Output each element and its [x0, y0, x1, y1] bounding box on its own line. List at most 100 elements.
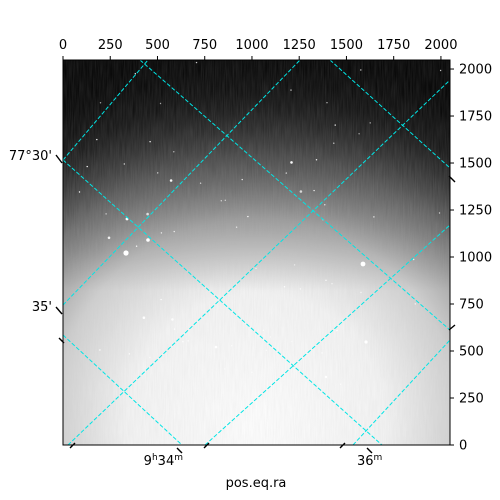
world-tick-mark — [55, 154, 63, 164]
star — [173, 328, 176, 330]
star — [173, 230, 175, 233]
star — [290, 89, 292, 91]
star — [299, 190, 303, 193]
star — [146, 212, 149, 216]
star — [291, 340, 293, 343]
star — [169, 179, 173, 182]
star — [326, 102, 328, 104]
y-tick-label: 1250 — [459, 204, 492, 219]
x-tick-label: 1250 — [283, 38, 316, 53]
star — [373, 216, 375, 218]
star — [360, 69, 362, 71]
star — [321, 352, 323, 354]
star — [149, 141, 151, 143]
bright-star — [214, 345, 218, 349]
world-tick-mark — [448, 324, 456, 331]
star — [290, 161, 293, 164]
bright-star — [360, 261, 366, 267]
bright-star — [146, 238, 150, 242]
star — [99, 102, 102, 104]
star — [86, 165, 88, 168]
star — [299, 288, 302, 290]
star — [128, 353, 131, 355]
x-axis-label: pos.eq.ra — [226, 476, 287, 491]
star — [438, 212, 441, 214]
star — [414, 303, 416, 305]
star — [340, 383, 342, 385]
coordinate-grid — [63, 60, 450, 445]
bright-star — [324, 375, 328, 379]
y-tick-label: 1750 — [459, 110, 492, 125]
ra-tick-label-hours: 9h34m — [144, 453, 183, 469]
star — [224, 368, 226, 370]
star — [360, 291, 362, 294]
star — [182, 341, 184, 343]
star — [159, 102, 162, 105]
ra-tick-label-36m: 36m — [357, 453, 382, 469]
y-tick-label: 500 — [459, 345, 484, 360]
star — [171, 318, 174, 321]
world-tick-mark — [339, 442, 346, 449]
bright-star — [123, 250, 129, 256]
grid-line — [204, 224, 450, 445]
star — [99, 349, 101, 351]
star — [324, 204, 326, 206]
star — [369, 122, 371, 124]
star — [358, 133, 360, 135]
y-tick-label: 2000 — [459, 63, 492, 78]
star — [283, 286, 286, 288]
dec-tick-label-1: 77°30' — [9, 149, 52, 164]
star — [265, 349, 268, 351]
x-tick-label: 750 — [192, 38, 217, 53]
star — [325, 279, 327, 281]
star — [413, 258, 415, 261]
star — [173, 151, 175, 153]
y-tick-label: 250 — [459, 392, 484, 407]
star — [235, 226, 238, 228]
world-tick-mark — [58, 337, 65, 344]
grid-line — [63, 334, 183, 445]
star — [439, 69, 442, 72]
x-tick-label: 250 — [98, 38, 123, 53]
sky-image — [63, 60, 450, 445]
star — [293, 264, 296, 266]
y-tick-label: 1000 — [459, 251, 492, 266]
grid-line — [63, 60, 149, 161]
star — [315, 159, 318, 161]
star — [134, 73, 136, 75]
star — [224, 199, 226, 201]
star — [285, 172, 287, 174]
x-tick-label: 0 — [59, 38, 67, 53]
plot-frame — [62, 59, 451, 446]
bright-star — [364, 340, 368, 344]
pixel-y-ticks: 0 250 500 750 1000 1250 1500 1750 2000 — [450, 63, 492, 454]
star — [195, 61, 198, 64]
x-tick-label: 500 — [145, 38, 170, 53]
world-tick-mark — [176, 447, 183, 454]
x-tick-label: 1500 — [330, 38, 363, 53]
x-tick-label: 1750 — [377, 38, 410, 53]
world-coordinate-marks — [55, 154, 456, 454]
star — [255, 267, 257, 270]
grid-line — [67, 79, 450, 445]
star — [96, 138, 98, 141]
star — [313, 189, 315, 192]
pixel-x-ticks: 0 250 500 750 1000 1250 1500 1750 2000 — [59, 38, 457, 60]
star — [123, 163, 126, 165]
star — [334, 124, 336, 126]
y-tick-label: 0 — [459, 439, 467, 454]
x-tick-label: 1000 — [235, 38, 268, 53]
world-tick-mark — [366, 447, 373, 454]
dec-tick-label-2: 35' — [32, 300, 52, 315]
y-tick-label: 750 — [459, 298, 484, 313]
star — [157, 172, 159, 174]
star — [160, 298, 162, 301]
x-tick-label: 2000 — [424, 38, 457, 53]
star — [269, 336, 272, 338]
world-tick-mark — [69, 442, 76, 449]
star — [333, 142, 335, 144]
grid-line — [329, 60, 450, 169]
grid-line — [63, 60, 301, 306]
